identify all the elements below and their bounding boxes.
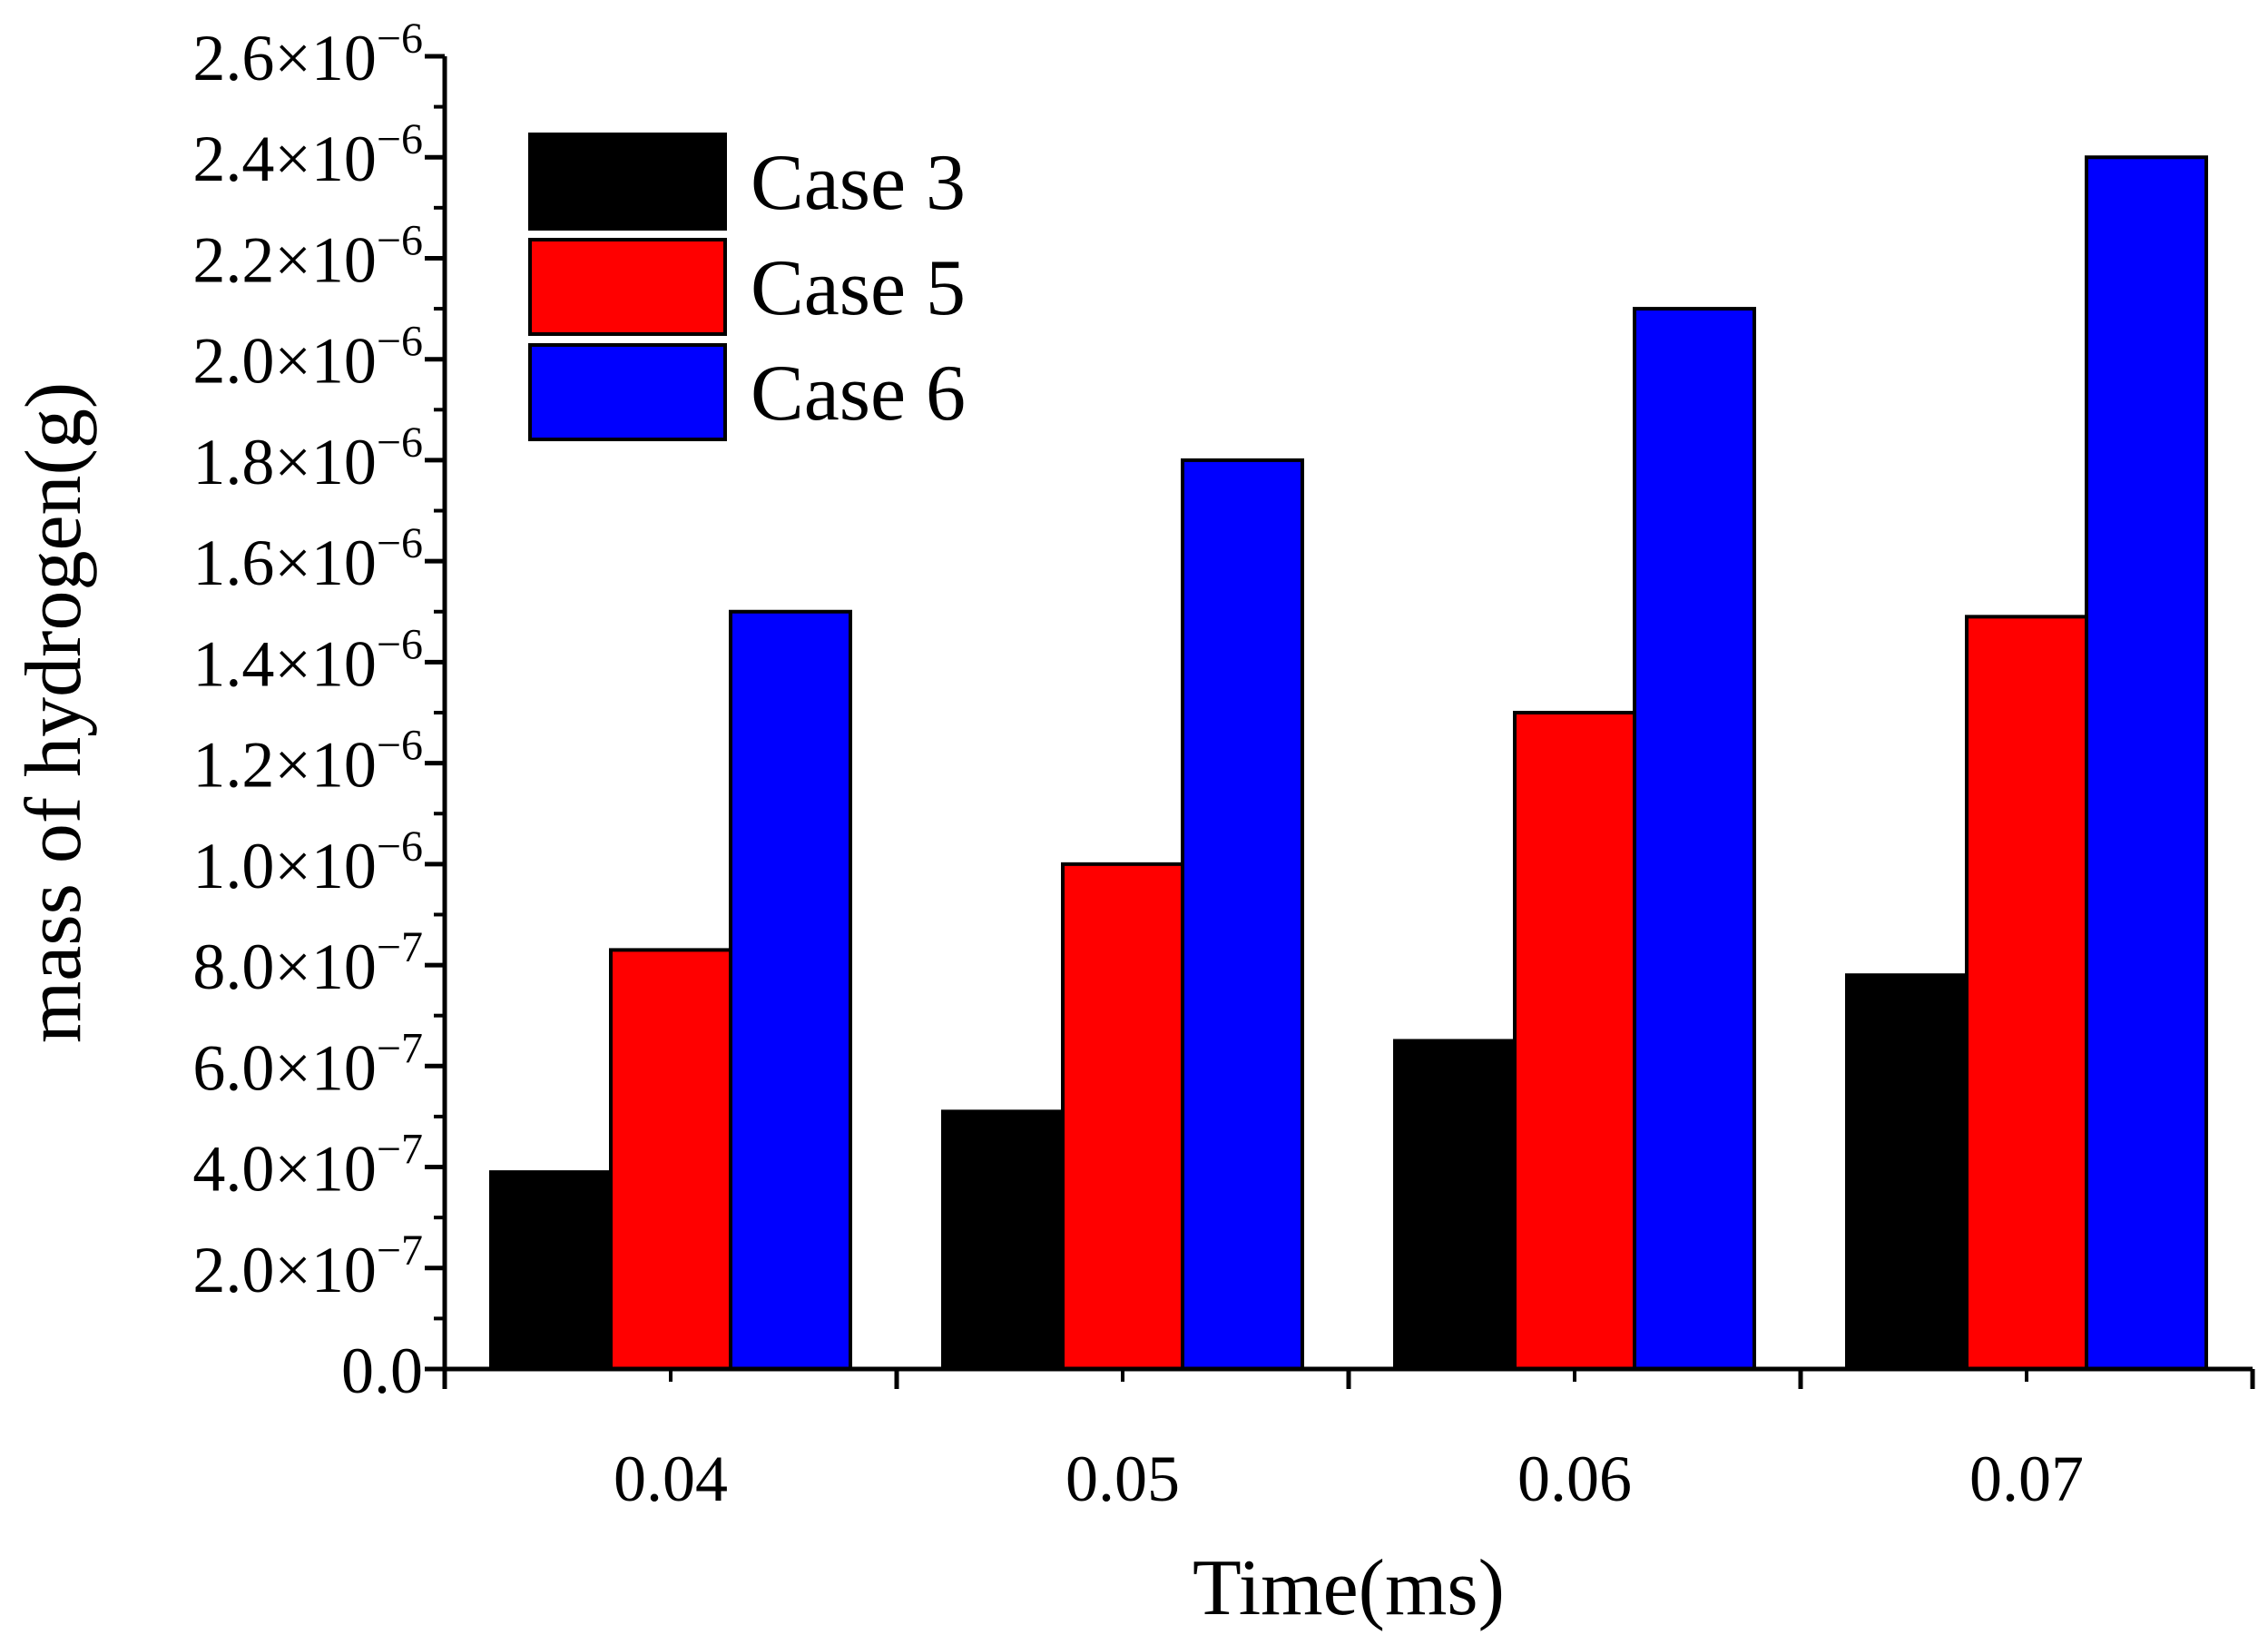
legend-swatch-case-5 — [528, 238, 727, 336]
bar-case-5-0.07 — [1965, 615, 2088, 1371]
legend-label: Case 3 — [751, 139, 966, 227]
bar-case-3-0.06 — [1393, 1039, 1517, 1371]
bars-group — [489, 155, 2208, 1372]
legend-label: Case 5 — [751, 244, 966, 332]
x-axis-title: Time(ms) — [1193, 1544, 1505, 1632]
y-tick-label: 1.6×10−6 — [192, 519, 423, 599]
legend-swatch-case-6 — [528, 343, 727, 441]
legend-swatch-case-3 — [528, 133, 727, 231]
y-tick-label: 2.0×10−6 — [192, 318, 423, 398]
legend: Case 3 Case 5 Case 6 — [528, 133, 966, 441]
bar-case-3-0.04 — [489, 1170, 613, 1371]
y-tick-label: 4.0×10−7 — [192, 1126, 423, 1206]
x-tick-label: 0.06 — [1517, 1443, 1632, 1515]
y-tick-label: 0.0 — [341, 1335, 423, 1407]
ticks-group: 0.04 0.05 0.06 0.07 0.0 2.0×10−7 4.0×10−7 6.0×1… — [192, 15, 2255, 1515]
x-tick-label: 0.07 — [1969, 1443, 2084, 1515]
y-tick-label: 2.6×10−6 — [192, 15, 423, 94]
legend-label: Case 6 — [751, 350, 966, 438]
bar-case-5-0.06 — [1513, 711, 1636, 1371]
y-tick-label: 2.2×10−6 — [192, 216, 423, 296]
bar-case-3-0.05 — [941, 1109, 1065, 1372]
bar-case-6-0.05 — [1181, 458, 1304, 1371]
bar-case-6-0.07 — [2085, 155, 2208, 1372]
y-tick-label: 2.0×10−7 — [192, 1226, 423, 1306]
y-tick-label: 1.4×10−6 — [192, 620, 423, 700]
y-tick-label: 1.0×10−6 — [192, 822, 423, 902]
bar-case-5-0.04 — [609, 948, 732, 1372]
y-tick-label: 1.2×10−6 — [192, 722, 423, 802]
y-axis-title: mass of hydrogen(g) — [10, 382, 98, 1043]
y-tick-label: 2.4×10−6 — [192, 115, 423, 195]
bar-case-6-0.06 — [1633, 307, 1756, 1372]
bar-case-3-0.07 — [1845, 973, 1969, 1371]
y-tick-label: 8.0×10−7 — [192, 923, 423, 1003]
y-tick-label: 1.8×10−6 — [192, 419, 423, 498]
y-tick-label: 6.0×10−7 — [192, 1024, 423, 1104]
bar-case-6-0.04 — [729, 609, 852, 1371]
x-tick-label: 0.04 — [614, 1443, 728, 1515]
x-tick-label: 0.05 — [1065, 1443, 1180, 1515]
bar-case-5-0.05 — [1061, 862, 1184, 1371]
